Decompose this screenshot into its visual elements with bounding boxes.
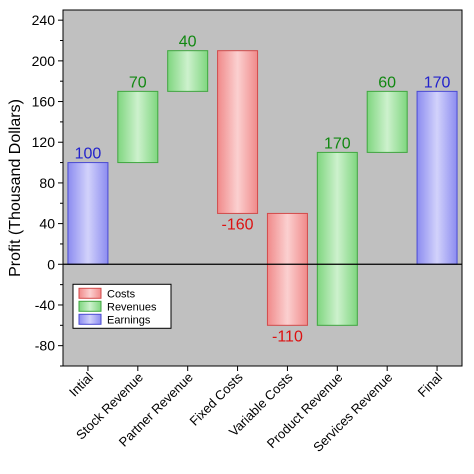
- bar-value-label: 70: [129, 74, 147, 91]
- y-tick-label: 40: [39, 216, 55, 232]
- legend-label: Revenues: [107, 301, 157, 313]
- y-axis: -80 -40 0 40 80 120 160 200 240: [32, 12, 63, 367]
- x-tick-label: Final: [415, 369, 446, 400]
- bar-value-label: 170: [424, 74, 451, 91]
- y-tick-label: 120: [32, 134, 56, 150]
- y-tick-label: 200: [32, 53, 56, 69]
- bars: [67, 50, 458, 326]
- bar-value-label: -110: [272, 328, 303, 345]
- bar-variable-costs: [266, 212, 308, 326]
- legend-label: Costs: [107, 288, 136, 300]
- bar-intial: [67, 162, 109, 265]
- x-tick-label: Intial: [66, 369, 96, 399]
- bar-fixed-costs: [217, 50, 259, 214]
- bar-final: [416, 90, 458, 265]
- y-tick-label: 80: [39, 175, 55, 191]
- y-tick-label: 0: [47, 256, 55, 272]
- bar-value-label: -160: [222, 216, 254, 233]
- bar-labels: 100 70 40 -160 -110 170 60 170: [75, 34, 451, 346]
- bar-services-revenue: [366, 90, 408, 153]
- bar-value-label: 170: [324, 135, 351, 152]
- legend-swatch-revenues: [78, 300, 102, 312]
- y-tick-label: 240: [32, 12, 56, 28]
- bar-value-label: 100: [75, 146, 102, 163]
- y-axis-label: Profit (Thousand Dollars): [7, 99, 24, 277]
- legend-swatch-costs: [78, 287, 102, 299]
- y-tick-label: -80: [35, 338, 55, 354]
- legend-swatch-earnings: [78, 313, 102, 325]
- y-tick-label: -40: [35, 297, 55, 313]
- legend-label: Earnings: [107, 314, 151, 326]
- bar-partner-revenue: [167, 50, 209, 92]
- bar-value-label: 60: [378, 74, 396, 91]
- bar-stock-revenue: [117, 90, 159, 164]
- bar-value-label: 40: [179, 34, 197, 51]
- y-tick-label: 160: [32, 94, 56, 110]
- bar-product-revenue: [316, 151, 358, 326]
